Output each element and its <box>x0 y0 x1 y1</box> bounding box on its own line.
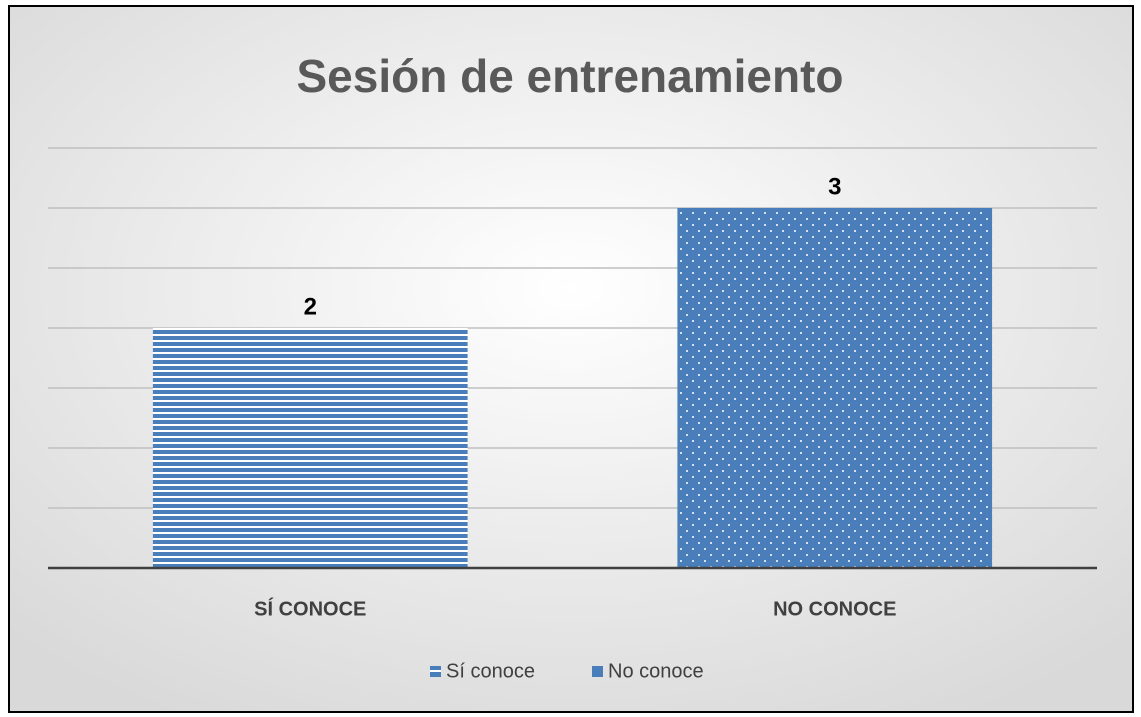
legend-label: No conoce <box>608 660 704 682</box>
bar <box>152 328 468 568</box>
x-tick-label: NO CONOCE <box>773 598 896 620</box>
data-label: 3 <box>828 173 841 200</box>
legend-label: Sí conoce <box>446 660 535 682</box>
bar <box>677 208 993 568</box>
chart-title: Sesión de entrenamiento <box>296 50 843 102</box>
data-label: 2 <box>304 293 317 320</box>
legend-swatch <box>592 666 603 677</box>
legend-swatch-stripe <box>430 670 441 672</box>
x-tick-label: SÍ CONOCE <box>254 597 366 620</box>
